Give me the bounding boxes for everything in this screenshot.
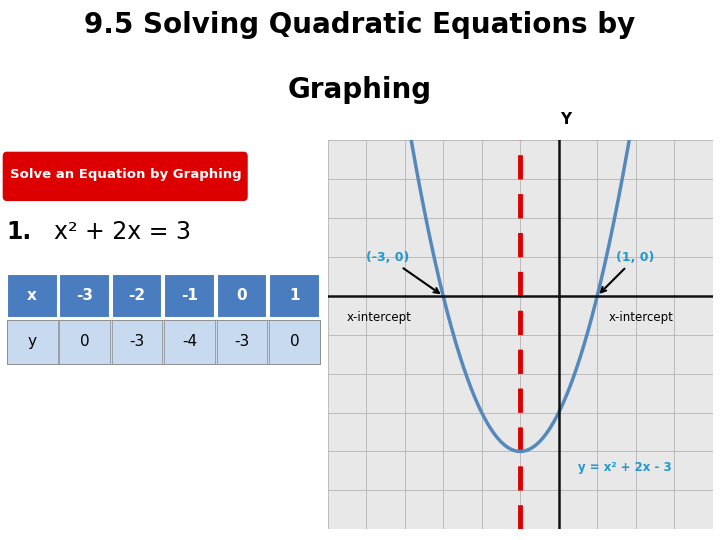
Text: -2: -2 [128, 288, 145, 303]
Bar [59, 320, 110, 364]
Text: 0: 0 [289, 334, 300, 349]
Text: (-3, 0): (-3, 0) [366, 251, 439, 293]
FancyBboxPatch shape [6, 274, 58, 318]
Text: 0: 0 [237, 288, 247, 303]
Text: x-intercept: x-intercept [609, 311, 674, 324]
Bar [6, 320, 320, 364]
Bar [164, 320, 215, 364]
Text: (1, 0): (1, 0) [601, 251, 655, 292]
Bar [6, 320, 58, 364]
FancyBboxPatch shape [269, 274, 320, 318]
Text: 0: 0 [80, 334, 89, 349]
Text: Graphing: Graphing [288, 76, 432, 104]
Text: y: y [27, 334, 37, 349]
Text: -3: -3 [234, 334, 250, 349]
Text: -3: -3 [130, 334, 145, 349]
Text: y = x² + 2x - 3: y = x² + 2x - 3 [578, 461, 672, 474]
Text: x² + 2x = 3: x² + 2x = 3 [54, 220, 191, 244]
FancyBboxPatch shape [217, 274, 267, 318]
Bar [269, 320, 320, 364]
FancyBboxPatch shape [164, 274, 215, 318]
Text: 1.: 1. [6, 220, 32, 244]
Bar [217, 320, 267, 364]
Text: -4: -4 [182, 334, 197, 349]
Text: 1: 1 [289, 288, 300, 303]
FancyBboxPatch shape [59, 274, 110, 318]
Bar [112, 320, 163, 364]
Text: x-intercept: x-intercept [347, 311, 412, 324]
Text: -3: -3 [76, 288, 93, 303]
Text: 9.5 Solving Quadratic Equations by: 9.5 Solving Quadratic Equations by [84, 11, 636, 39]
Text: Y: Y [560, 112, 571, 126]
Text: x: x [27, 288, 37, 303]
Text: Solve an Equation by Graphing: Solve an Equation by Graphing [10, 168, 242, 181]
FancyBboxPatch shape [112, 274, 163, 318]
Text: -1: -1 [181, 288, 198, 303]
FancyBboxPatch shape [4, 152, 247, 200]
